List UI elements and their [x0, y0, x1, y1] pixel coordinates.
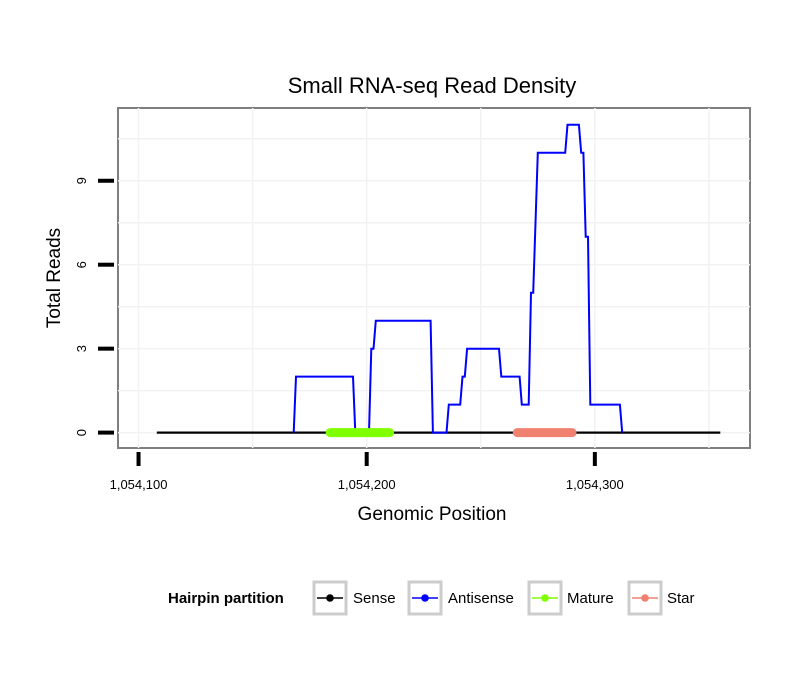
- chart-title: Small RNA-seq Read Density: [288, 73, 577, 98]
- y-tick-label: 6: [74, 261, 89, 268]
- x-axis-title: Genomic Position: [358, 504, 507, 525]
- legend: Hairpin partition Sense Antisense Mature St…: [168, 580, 695, 616]
- legend-label-mature: Mature: [567, 590, 614, 607]
- grid: [118, 108, 750, 448]
- y-axis-title: Total Reads: [44, 228, 65, 328]
- x-tick-label: 1,054,300: [566, 477, 624, 492]
- y-tick-label: 0: [74, 429, 89, 436]
- x-tick-label: 1,054,200: [338, 477, 396, 492]
- x-tick-label: 1,054,100: [110, 477, 168, 492]
- y-tick-label: 9: [74, 177, 89, 184]
- legend-key-point-sense: [326, 594, 334, 602]
- legend-title: Hairpin partition: [168, 590, 284, 607]
- series-layer: [156, 123, 721, 438]
- legend-label-sense: Sense: [353, 590, 396, 607]
- legend-key-point-mature: [541, 594, 549, 602]
- legend-label-antisense: Antisense: [448, 590, 514, 607]
- legend-key-point-star: [641, 594, 649, 602]
- plot-panel: [117, 107, 751, 449]
- y-tick-label: 3: [74, 345, 89, 352]
- y-axis: 0 3 6 9: [74, 177, 114, 436]
- series-line-antisense: [292, 123, 624, 434]
- legend-key-point-antisense: [421, 594, 429, 602]
- x-axis: 1,054,100 1,054,200 1,054,300: [110, 452, 624, 492]
- legend-label-star: Star: [667, 590, 695, 607]
